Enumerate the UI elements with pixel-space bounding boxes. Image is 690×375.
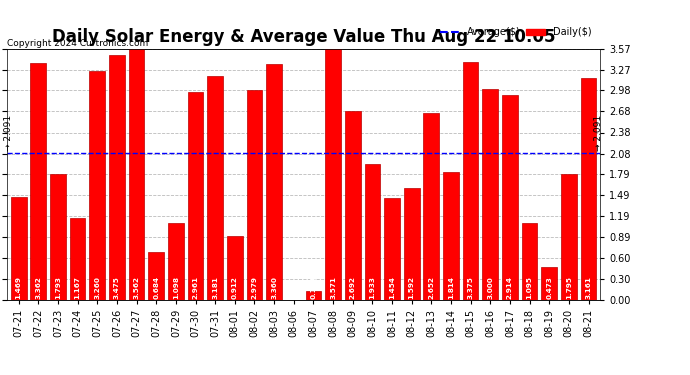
Text: 1.793: 1.793 (55, 276, 61, 299)
Bar (502, 95, 518, 300)
Text: 2.652: 2.652 (428, 276, 434, 299)
Bar (70, 218, 86, 300)
Text: 3.181: 3.181 (213, 276, 218, 299)
Text: 1.098: 1.098 (173, 276, 179, 299)
Bar (109, 56, 125, 300)
Text: 0.912: 0.912 (232, 276, 238, 299)
Bar (463, 63, 478, 300)
Text: 2.914: 2.914 (507, 276, 513, 299)
Bar (424, 113, 439, 300)
Text: 3.362: 3.362 (35, 276, 41, 299)
Text: 1.469: 1.469 (16, 276, 21, 299)
Text: 3.562: 3.562 (134, 276, 139, 299)
Bar (482, 89, 498, 300)
Bar (90, 70, 105, 300)
Text: 1.095: 1.095 (526, 276, 533, 299)
Bar (30, 63, 46, 300)
Bar (50, 174, 66, 300)
Bar (246, 90, 262, 300)
Bar (443, 172, 459, 300)
Text: → 2.091: → 2.091 (594, 115, 603, 151)
Text: 3.260: 3.260 (95, 276, 100, 299)
Bar (542, 267, 557, 300)
Text: 3.475: 3.475 (114, 276, 120, 299)
Bar (188, 92, 204, 300)
Bar (11, 196, 26, 300)
Text: 2.961: 2.961 (193, 276, 199, 299)
Bar (168, 223, 184, 300)
Text: 1.592: 1.592 (408, 276, 415, 299)
Bar (325, 49, 341, 300)
Text: → 2.091: → 2.091 (4, 115, 13, 151)
Bar (384, 198, 400, 300)
Text: 0.684: 0.684 (153, 276, 159, 299)
Bar (207, 76, 223, 300)
Text: 3.375: 3.375 (468, 276, 473, 299)
Title: Daily Solar Energy & Average Value Thu Aug 22 10:05: Daily Solar Energy & Average Value Thu A… (52, 28, 555, 46)
Bar (404, 188, 420, 300)
Bar (561, 174, 577, 300)
Text: 1.933: 1.933 (369, 276, 375, 299)
Bar (227, 236, 243, 300)
Text: 1.167: 1.167 (75, 276, 81, 299)
Bar (345, 111, 361, 300)
Text: 3.161: 3.161 (586, 276, 591, 299)
Text: 2.979: 2.979 (251, 276, 257, 299)
Bar (266, 63, 282, 300)
Text: 0.125: 0.125 (310, 276, 317, 299)
Bar (148, 252, 164, 300)
Text: 1.454: 1.454 (389, 276, 395, 299)
Text: 3.000: 3.000 (487, 276, 493, 299)
Bar (129, 50, 144, 300)
Text: 1.795: 1.795 (566, 276, 572, 299)
Bar (306, 291, 322, 300)
Text: 3.571: 3.571 (330, 276, 336, 299)
Text: 0.473: 0.473 (546, 276, 552, 299)
Legend: Average($), Daily($): Average($), Daily($) (436, 24, 595, 41)
Bar (581, 78, 596, 300)
Text: 2.692: 2.692 (350, 276, 356, 299)
Text: 1.814: 1.814 (448, 276, 454, 299)
Text: 3.360: 3.360 (271, 276, 277, 299)
Bar (522, 223, 538, 300)
Bar (364, 164, 380, 300)
Text: Copyright 2024 Curtronics.com: Copyright 2024 Curtronics.com (7, 39, 148, 48)
